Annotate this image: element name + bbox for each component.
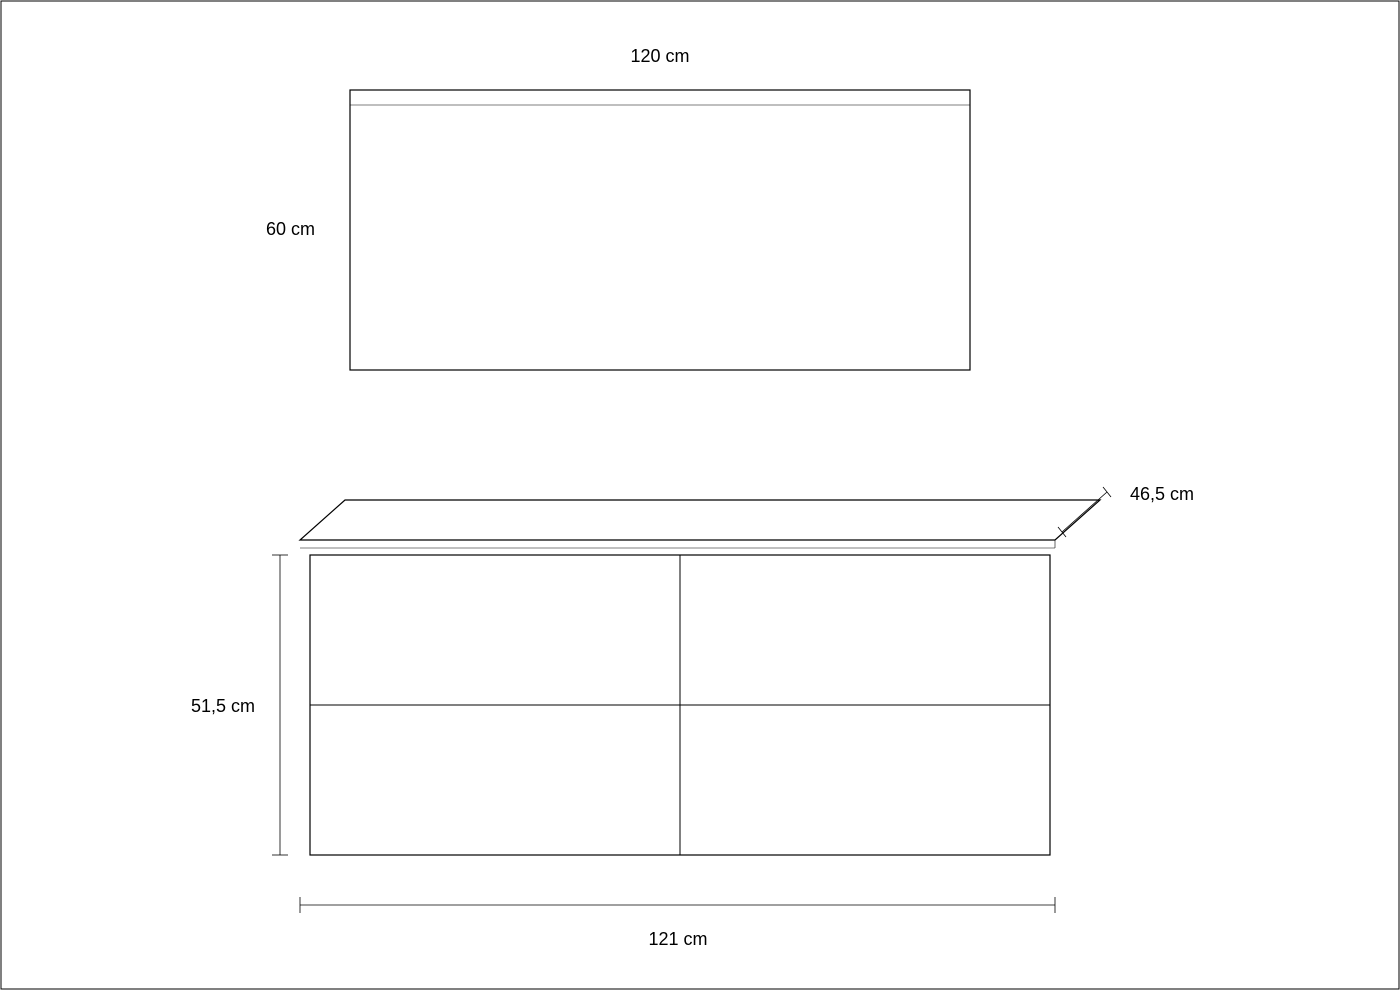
cabinet-depth-label: 46,5 cm bbox=[1130, 484, 1194, 504]
mirror-width-label: 120 cm bbox=[630, 46, 689, 66]
cabinet-height-dim bbox=[272, 555, 288, 855]
cabinet-height-label: 51,5 cm bbox=[191, 696, 255, 716]
mirror-outer-rect bbox=[350, 90, 970, 370]
mirror-panel: 120 cm 60 cm bbox=[266, 46, 970, 370]
cabinet-countertop bbox=[300, 500, 1100, 540]
technical-drawing: 120 cm 60 cm 51,5 cm 121 cm bbox=[0, 0, 1400, 990]
cabinet-width-label: 121 cm bbox=[648, 929, 707, 949]
mirror-height-label: 60 cm bbox=[266, 219, 315, 239]
cabinet-unit: 51,5 cm 121 cm 46,5 cm bbox=[191, 484, 1194, 949]
cabinet-width-dim bbox=[300, 897, 1055, 913]
